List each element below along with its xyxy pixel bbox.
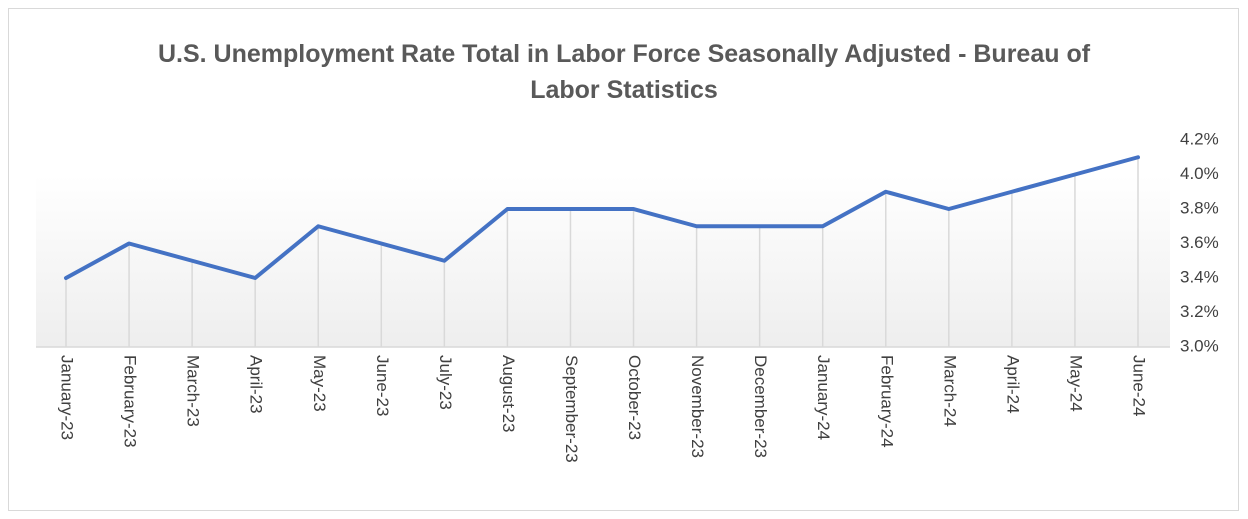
y-tick-label: 3.4% bbox=[1180, 267, 1219, 286]
x-tick-label: March-23 bbox=[184, 355, 203, 427]
chart-border bbox=[8, 8, 1239, 511]
chart-title: U.S. Unemployment Rate Total in Labor Fo… bbox=[157, 40, 1091, 104]
y-tick-label: 3.2% bbox=[1180, 302, 1219, 321]
x-tick-label: February-23 bbox=[121, 355, 140, 448]
y-tick-label: 3.8% bbox=[1180, 198, 1219, 217]
data-line bbox=[64, 155, 1140, 280]
x-tick-label: May-23 bbox=[310, 355, 329, 412]
x-tick-label: October-23 bbox=[625, 355, 644, 440]
x-tick-label: March-24 bbox=[940, 355, 959, 427]
x-tick-label: May-24 bbox=[1066, 355, 1085, 412]
x-tick-label: April-23 bbox=[247, 355, 266, 414]
x-tick-label: January-23 bbox=[58, 355, 77, 440]
x-tick-label: August-23 bbox=[499, 355, 518, 432]
x-tick-label: July-23 bbox=[436, 355, 455, 410]
y-tick-label: 4.2% bbox=[1180, 129, 1219, 148]
plot-background bbox=[36, 175, 1170, 347]
x-tick-label: December-23 bbox=[751, 355, 770, 458]
x-tick-label: November-23 bbox=[688, 355, 707, 458]
x-tick-label: September-23 bbox=[562, 355, 581, 463]
x-tick-label: June-23 bbox=[373, 355, 392, 416]
x-tick-label: April-24 bbox=[1003, 355, 1022, 414]
x-tick-label: January-24 bbox=[814, 355, 833, 440]
y-tick-label: 3.6% bbox=[1180, 233, 1219, 252]
y-tick-label: 3.0% bbox=[1180, 336, 1219, 355]
x-tick-label: February-24 bbox=[877, 355, 896, 448]
y-tick-label: 4.0% bbox=[1180, 164, 1219, 183]
x-tick-label: June-24 bbox=[1130, 355, 1149, 416]
